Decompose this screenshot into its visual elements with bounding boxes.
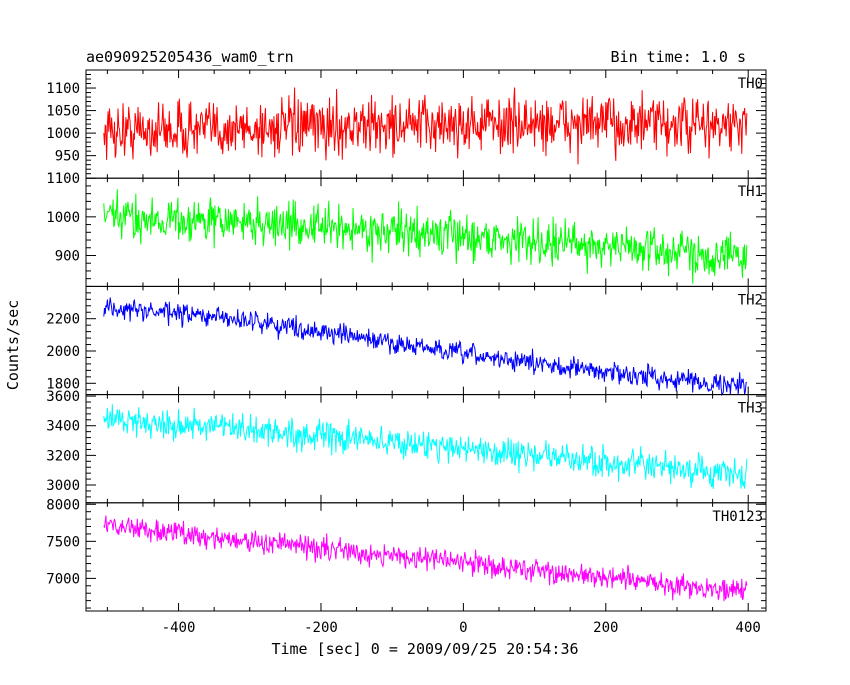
y-tick-label: 7500: [46, 534, 80, 550]
y-tick-label: 1000: [46, 126, 80, 142]
y-tick-label: 7000: [46, 571, 80, 587]
panel-label-th1: TH1: [738, 184, 763, 200]
x-tick-label: -200: [304, 620, 338, 636]
panel-frame: [85, 502, 767, 612]
x-tick-label: 400: [736, 620, 761, 636]
y-tick-label: 2000: [46, 344, 80, 360]
panel-th1: 900 1000 1100 TH1: [46, 171, 767, 287]
series-line-th2: [103, 297, 748, 397]
y-tick-label: 1100: [46, 81, 80, 97]
x-tick-label: -400: [162, 620, 196, 636]
y-tick-label: 1100: [46, 171, 80, 187]
panel-th0123: 7000 7500 8000 TH0123: [46, 497, 767, 612]
y-tick-label: 1000: [46, 210, 80, 226]
panel-label-th2: TH2: [738, 292, 763, 308]
x-tick-label: 200: [593, 620, 618, 636]
panel-label-th3: TH3: [738, 401, 763, 417]
panel-th3: 3000 3200 3400 3600 TH3: [46, 389, 767, 504]
chart-title: ae090925205436_wam0_trn: [86, 48, 294, 66]
series-line-th0: [103, 87, 748, 165]
series-line-th1: [103, 189, 748, 284]
panel-frame: [85, 394, 767, 504]
y-tick-label: 8000: [46, 497, 80, 513]
panel-frame: [85, 285, 767, 396]
y-tick-label: 2200: [46, 312, 80, 328]
y-axis-label: Counts/sec: [4, 300, 22, 390]
y-tick-label: 3400: [46, 419, 80, 435]
panel-th0: 950 1000 1050 1100 TH0: [46, 69, 767, 179]
y-tick-label: 900: [55, 248, 80, 264]
y-tick-label: 1800: [46, 376, 80, 392]
series-line-th0123: [103, 515, 748, 602]
panel-th2: 1800 2000 2200 TH2: [46, 285, 767, 397]
panel-label-th0: TH0: [738, 76, 763, 92]
y-tick-label: 3600: [46, 389, 80, 405]
y-tick-label: 3000: [46, 478, 80, 494]
y-tick-label: 950: [55, 149, 80, 165]
x-axis-label: Time [sec] 0 = 2009/09/25 20:54:36: [271, 640, 578, 658]
y-tick-label: 3200: [46, 448, 80, 464]
bin-time-label: Bin time: 1.0 s: [611, 48, 746, 66]
y-tick-label: 1050: [46, 104, 80, 120]
panel-label-th0123: TH0123: [712, 509, 763, 525]
x-tick-label: 0: [459, 620, 467, 636]
series-line-th3: [103, 404, 748, 490]
